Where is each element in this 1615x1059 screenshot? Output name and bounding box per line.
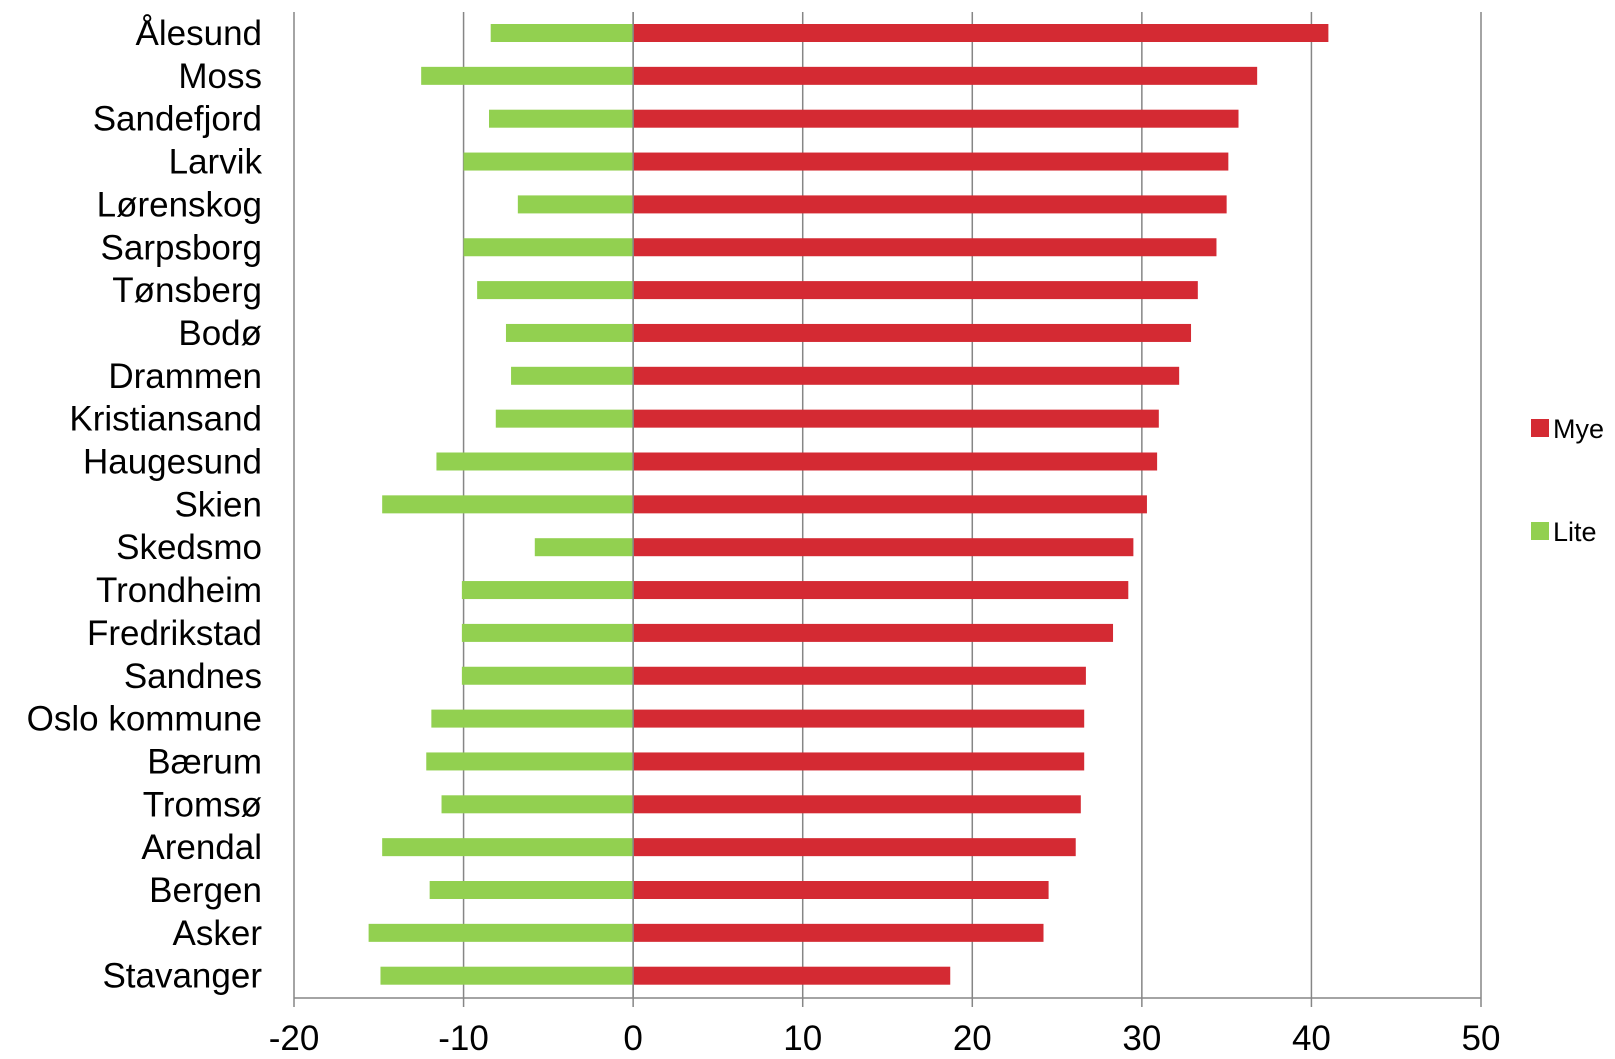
bar-mye [633,452,1158,471]
bar-mye [633,195,1227,214]
category-label: Moss [178,57,262,96]
legend-label: Lite [1553,517,1597,547]
category-label: Lørenskog [97,185,262,224]
category-label: Bærum [147,742,262,781]
bar-lite [495,409,634,428]
bar-mye [633,881,1049,899]
category-label: Kristiansand [69,400,262,439]
bar-lite [426,752,634,771]
bar-lite [441,795,634,814]
category-label: Trondheim [96,571,262,610]
bar-lite [461,623,634,642]
bar-mye [633,409,1159,428]
bar-lite [534,538,634,557]
x-tick-label: 50 [1462,1019,1501,1058]
bar-lite [461,666,634,685]
legend-swatch-mye [1531,419,1549,437]
x-tick-label: 40 [1292,1019,1331,1058]
category-label: Drammen [108,357,262,396]
bar-lite [463,152,634,171]
bar-lite [382,838,634,857]
category-label: Fredrikstad [87,614,262,653]
bar-lite [382,495,634,514]
bar-mye [633,238,1217,257]
bar-lite [380,966,634,985]
bar-lite [431,709,634,728]
category-label: Stavanger [102,957,262,996]
bar-lite [436,452,634,471]
bar-lite [368,923,634,942]
bar-mye [633,366,1180,385]
bar-lite [517,195,634,214]
bar-mye [633,795,1081,814]
bar-lite [463,238,634,257]
category-label: Tønsberg [112,271,262,310]
x-tick-label: 20 [953,1019,992,1058]
x-axis: -20 -10 0 10 20 30 40 50 [269,12,1501,1058]
category-label: Skedsmo [116,528,262,567]
bar-lite [461,581,634,600]
bar-mye [633,838,1076,857]
bar-mye [633,752,1085,771]
bar-lite [421,66,634,85]
category-label: Skien [174,485,262,524]
category-label: Bodø [178,314,262,353]
bar-mye [633,581,1129,600]
category-label: Tromsø [143,785,262,824]
category-label: Sandefjord [93,100,262,139]
category-label: Sandnes [124,657,262,696]
bar-lite [505,323,634,342]
bar-mye [633,281,1198,300]
legend: Mye Lite [1531,414,1604,547]
category-label: Larvik [169,143,263,182]
category-label: Arendal [141,828,262,867]
category-label: Asker [173,914,263,953]
bar-mye [633,323,1192,342]
category-label: Haugesund [83,443,262,482]
bar-mye [633,538,1134,557]
x-tick-label: 30 [1122,1019,1161,1058]
bar-mye [633,966,951,985]
category-label: Sarpsborg [101,228,262,267]
bar-mye [633,623,1114,642]
x-tick-label: -10 [438,1019,489,1058]
bars [368,24,1329,985]
category-label: Bergen [149,871,262,910]
x-tick-label: 10 [783,1019,822,1058]
bar-mye [633,709,1085,728]
bar-lite [477,281,634,300]
bar-mye [633,24,1329,42]
category-label: Ålesund [136,14,262,53]
bar-mye [633,152,1229,171]
legend-swatch-lite [1531,522,1549,540]
bar-lite [429,881,634,899]
bar-mye [633,666,1086,685]
bar-mye [633,923,1044,942]
x-tick-label: -20 [269,1019,320,1058]
bar-lite [490,24,634,42]
x-tick-label: 0 [623,1019,642,1058]
bar-lite [511,366,634,385]
bar-lite [489,109,634,128]
bar-mye [633,66,1258,85]
category-label: Oslo kommune [27,700,262,739]
bar-mye [633,109,1239,128]
bar-mye [633,495,1147,514]
legend-label: Mye [1553,414,1604,444]
